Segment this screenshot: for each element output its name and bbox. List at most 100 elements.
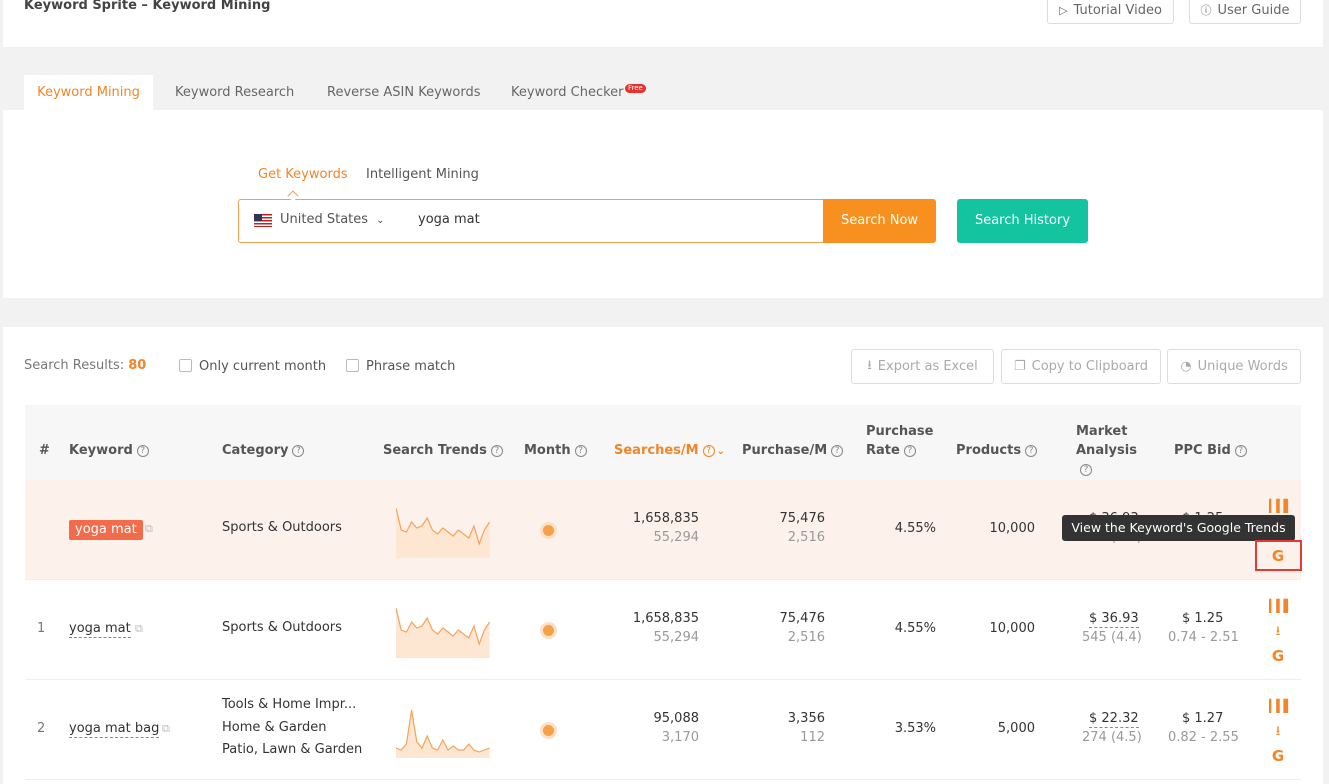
products: 10,000 bbox=[989, 621, 1036, 636]
query-input[interactable]: yoga mat bbox=[418, 212, 480, 227]
purchases: 75,476 bbox=[779, 511, 826, 526]
google-trends-icon[interactable]: G bbox=[1271, 747, 1285, 765]
keyword[interactable]: yoga mat bbox=[69, 621, 131, 638]
searches: 95,088 bbox=[653, 711, 700, 726]
searches_daily: 55,294 bbox=[653, 630, 700, 645]
column-label: PPC Bid bbox=[1174, 443, 1231, 458]
column-header: Products? bbox=[956, 441, 1056, 460]
column-header: Category? bbox=[222, 441, 322, 460]
flag bbox=[254, 214, 272, 227]
trend-line bbox=[395, 607, 491, 646]
market_price[interactable]: $ 22.32 bbox=[1089, 711, 1139, 728]
trend-line bbox=[395, 709, 490, 753]
search-button[interactable]: Search Now bbox=[823, 199, 936, 243]
trend-area bbox=[396, 710, 490, 758]
rank: 1 bbox=[37, 621, 46, 636]
download-icon[interactable]: ⭳ bbox=[1275, 624, 1281, 639]
help-icon: ? bbox=[702, 445, 715, 457]
category: Tools & Home Impr... bbox=[222, 697, 357, 712]
button-label: Tutorial Video bbox=[1073, 2, 1162, 18]
column-header[interactable]: Searches/M? ⌄ bbox=[614, 441, 744, 461]
market_price[interactable]: $ 36.93 bbox=[1089, 611, 1139, 628]
market_detail: 545 (4.4) bbox=[1082, 630, 1142, 645]
mode-active[interactable]: Get Keywords bbox=[258, 167, 348, 182]
tab[interactable]: Keyword Research bbox=[175, 85, 295, 100]
rank: 2 bbox=[37, 721, 46, 736]
column-label: Month bbox=[524, 443, 571, 458]
column-header: Month? bbox=[524, 441, 604, 460]
guide-button[interactable]: ⓘ User Guide bbox=[1189, 0, 1301, 24]
ppc: $ 1.27 bbox=[1182, 711, 1224, 726]
copy-button[interactable]: ❐ Copy to Clipboard bbox=[1001, 349, 1161, 384]
google-trends-icon[interactable]: G bbox=[1271, 547, 1285, 565]
history-button[interactable]: Search History bbox=[957, 199, 1088, 243]
google-trends-icon[interactable]: G bbox=[1271, 647, 1285, 665]
tab[interactable]: Reverse ASIN Keywords bbox=[327, 85, 481, 100]
sparkline bbox=[395, 500, 491, 562]
rate: 3.53% bbox=[894, 721, 936, 736]
trend-area bbox=[396, 508, 490, 558]
country: United States bbox=[280, 212, 369, 227]
page-title: Keyword Sprite – Keyword Mining bbox=[24, 0, 271, 13]
download-icon[interactable]: ⭳ bbox=[1275, 724, 1281, 739]
keyword[interactable]: yoga mat bbox=[69, 520, 143, 540]
button-label: Export as Excel bbox=[877, 359, 978, 374]
highlight-box bbox=[1255, 540, 1302, 571]
ppc: $ 1.25 bbox=[1182, 611, 1224, 626]
table-row: 1 yoga mat ⧉ Sports & Outdoors 1,658,835 55,2… bbox=[25, 580, 1301, 680]
tab-active[interactable]: Keyword Mining bbox=[24, 75, 153, 110]
unique-button[interactable]: ◔ Unique Words bbox=[1167, 349, 1301, 384]
column-header: Purchase Rate? bbox=[866, 422, 936, 460]
results-label: Search Results: bbox=[24, 358, 125, 373]
free-badge: Free bbox=[625, 84, 646, 93]
category: Sports & Outdoors bbox=[222, 520, 342, 535]
chart-icon[interactable]: ▎▍▌ bbox=[1269, 599, 1293, 613]
tab[interactable]: Keyword Checker bbox=[511, 85, 624, 100]
column-label: Purchase Rate bbox=[866, 424, 934, 458]
filter-label: Phrase match bbox=[366, 359, 456, 374]
purchases_daily: 112 bbox=[800, 730, 825, 745]
month-dot bbox=[543, 725, 554, 736]
help-icon: ? bbox=[1234, 445, 1247, 457]
table-row: 2 yoga mat bag ⧉ Tools & Home Impr... Home &… bbox=[25, 680, 1301, 780]
category: Home & Garden bbox=[222, 719, 327, 735]
top-bar: Keyword Sprite – Keyword Mining ▷ Tutoria… bbox=[3, 0, 1323, 47]
button-label: Unique Words bbox=[1197, 359, 1288, 374]
column-header: Market Analysis? bbox=[1076, 422, 1146, 479]
market_detail: 274 (4.5) bbox=[1082, 730, 1142, 745]
count: 80 bbox=[128, 358, 147, 373]
column-label: Purchase/M bbox=[742, 443, 828, 458]
export-button[interactable]: ⭳ Export as Excel bbox=[851, 349, 994, 384]
help-icon: ? bbox=[1025, 445, 1038, 457]
column-header: Keyword? bbox=[69, 441, 169, 460]
category: Patio, Lawn & Garden bbox=[222, 742, 363, 757]
search-panel: Get Keywords Intelligent Mining United S… bbox=[3, 110, 1323, 298]
category: Sports & Outdoors bbox=[222, 620, 342, 635]
rate: 4.55% bbox=[894, 521, 936, 536]
help-icon: ? bbox=[831, 445, 844, 457]
help-icon: ? bbox=[490, 445, 503, 457]
sort-icon: ⌄ bbox=[716, 446, 725, 457]
filter[interactable]: Phrase match bbox=[346, 359, 455, 374]
mode[interactable]: Intelligent Mining bbox=[366, 167, 479, 182]
chart-icon[interactable]: ▎▍▌ bbox=[1269, 699, 1293, 713]
link-icon: ⧉ bbox=[135, 622, 143, 635]
tutorial-button[interactable]: ▷ Tutorial Video bbox=[1047, 0, 1174, 24]
filter-label: Only current month bbox=[199, 359, 327, 374]
help-icon: ? bbox=[903, 445, 916, 457]
column-label: Products bbox=[956, 443, 1022, 458]
column-label: Market Analysis bbox=[1076, 424, 1137, 458]
ppc_range: 0.74 - 2.51 bbox=[1168, 630, 1239, 645]
filter[interactable]: Only current month bbox=[179, 359, 326, 374]
searches: 1,658,835 bbox=[632, 611, 699, 626]
chart-icon[interactable]: ▎▍▌ bbox=[1269, 499, 1293, 513]
button-label: User Guide bbox=[1217, 2, 1290, 18]
search-box: United States ⌄ yoga mat bbox=[238, 199, 824, 243]
help-icon: ? bbox=[1080, 464, 1092, 476]
column-label: # bbox=[39, 443, 50, 458]
month-dot bbox=[543, 625, 554, 636]
column-label: Keyword bbox=[69, 443, 133, 458]
keyword[interactable]: yoga mat bag bbox=[69, 721, 160, 738]
link-icon: ⧉ bbox=[145, 522, 153, 535]
country-select[interactable]: United States ⌄ bbox=[280, 212, 385, 227]
